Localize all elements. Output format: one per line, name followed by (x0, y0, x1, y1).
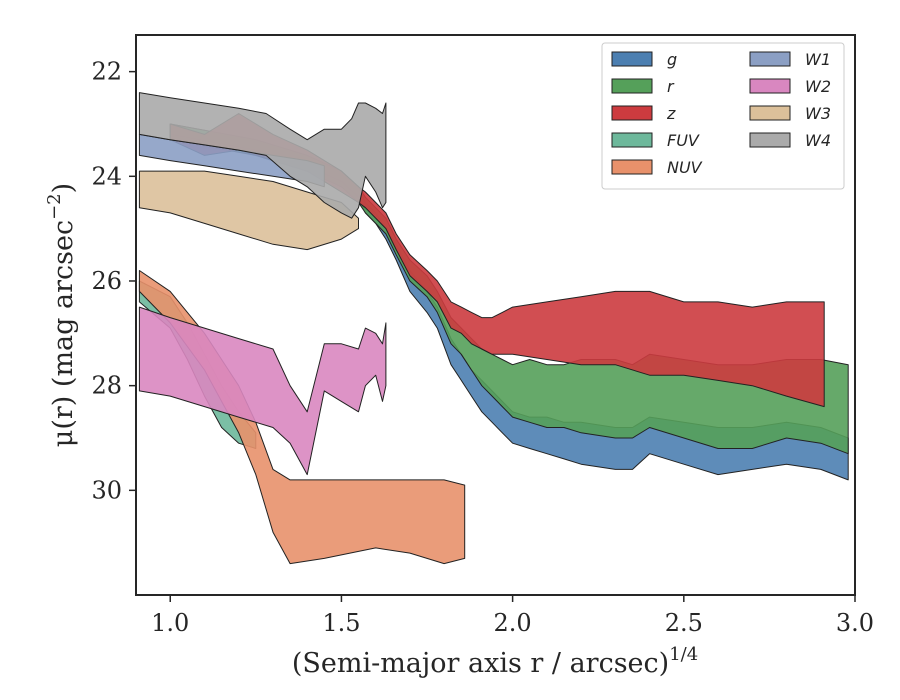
legend-label-nuv: NUV (667, 158, 703, 177)
x-axis-title: (Semi-major axis r / arcsec)1/4 (292, 644, 698, 679)
y-tick-label: 26 (91, 267, 122, 295)
ticks-layer: 1.0 1.5 2.0 2.5 3.0 22 24 26 28 30 (91, 58, 874, 637)
x-tick-label: 2.0 (494, 609, 532, 637)
legend-label-r: r (667, 77, 675, 96)
legend-swatch-z (611, 105, 653, 121)
x-tick-label: 1.0 (151, 609, 189, 637)
legend-label-w1: W1 (805, 50, 831, 69)
legend-label-fuv: FUV (667, 131, 700, 150)
legend-label-w3: W3 (805, 104, 831, 123)
series-band-w3 (138, 170, 359, 251)
y-tick-label: 22 (91, 58, 122, 86)
legend-label-w2: W2 (805, 77, 831, 96)
x-tick-label: 2.5 (665, 609, 703, 637)
y-tick-label: 28 (91, 372, 122, 400)
series-band-w2 (138, 306, 387, 476)
y-axis-title: μ(r) (mag arcsec−2) (44, 183, 79, 447)
legend-label-w4: W4 (805, 131, 831, 150)
legend-label-z: z (666, 104, 676, 123)
plot-frame (135, 34, 856, 596)
y-tick-label: 30 (91, 476, 122, 504)
legend-swatch-w1 (749, 51, 791, 67)
legend-swatch-nuv (611, 159, 653, 175)
series-layer (138, 92, 849, 565)
x-tick-label: 1.5 (322, 609, 360, 637)
legend-label-g: g (667, 50, 677, 69)
legend-swatch-w2 (749, 78, 791, 94)
legend-swatch-w3 (749, 105, 791, 121)
legend-swatch-fuv (611, 132, 653, 148)
legend-swatch-r (611, 78, 653, 94)
series-band-w4 (138, 92, 387, 219)
x-tick-label: 3.0 (836, 609, 874, 637)
legend: grz FUV NUV W1 W2 W3 W4 (601, 42, 845, 190)
legend-swatch-w4 (749, 132, 791, 148)
y-tick-label: 24 (91, 162, 122, 190)
legend-items: grz FUV NUV W1 W2 W3 W4 (611, 50, 831, 177)
legend-swatch-g (611, 51, 653, 67)
